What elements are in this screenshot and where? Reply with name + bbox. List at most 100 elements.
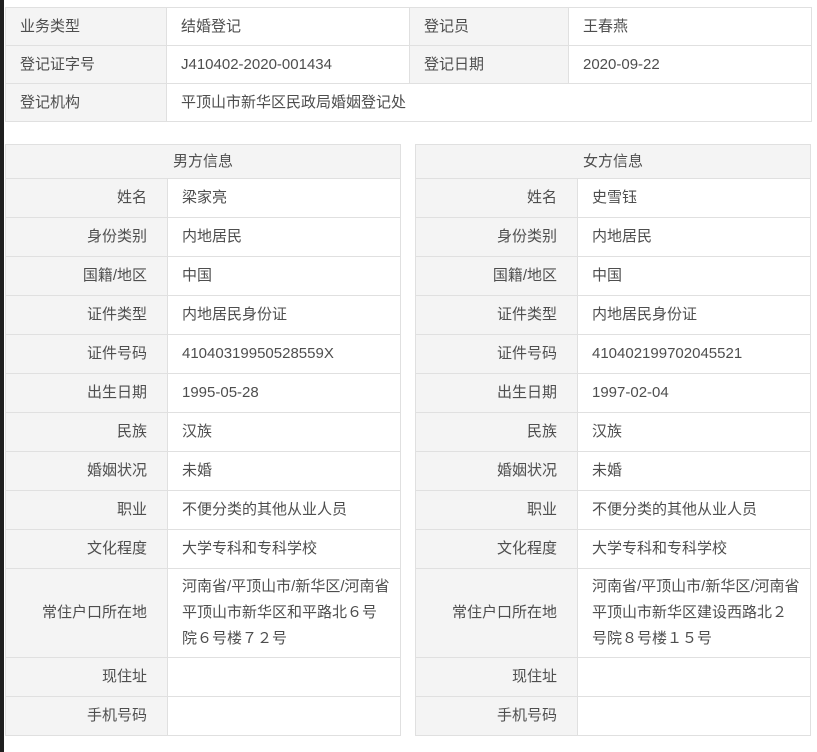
table-row: 民族 汉族: [5, 412, 401, 452]
field-value: 河南省/平顶山市/新华区/河南省平顶山市新华区和平路北６号院６号楼７２号: [167, 568, 401, 658]
field-label: 身份类别: [5, 217, 168, 257]
registration-date-label: 登记日期: [409, 45, 569, 84]
field-label: 民族: [5, 412, 168, 452]
person-tables: 男方信息 姓名 梁家亮 身份类别 内地居民 国籍/地区 中国 证件类型 内地居民身份证 证件号码…: [5, 144, 811, 736]
field-label: 证件号码: [415, 334, 578, 374]
field-label: 姓名: [5, 178, 168, 218]
field-value: 不便分类的其他从业人员: [577, 490, 811, 530]
registrar-label: 登记员: [409, 7, 569, 46]
field-value: [577, 696, 811, 736]
field-value: 内地居民身份证: [577, 295, 811, 335]
field-value: 内地居民身份证: [167, 295, 401, 335]
table-row: 登记机构 平顶山市新华区民政局婚姻登记处: [5, 83, 812, 122]
table-row: 现住址: [5, 657, 401, 697]
table-row: 登记证字号 J410402-2020-001434 登记日期 2020-09-2…: [5, 45, 812, 84]
registration-office-label: 登记机构: [5, 83, 167, 122]
table-row: 民族 汉族: [415, 412, 811, 452]
field-value: 不便分类的其他从业人员: [167, 490, 401, 530]
table-row: 证件号码 410402199702045521: [415, 334, 811, 374]
female-info-table: 女方信息 姓名 史雪钰 身份类别 内地居民 国籍/地区 中国 证件类型 内地居民身份证 证件号码…: [415, 144, 811, 736]
table-row: 手机号码: [5, 696, 401, 736]
field-value: [577, 657, 811, 697]
table-row: 国籍/地区 中国: [5, 256, 401, 296]
table-row: 文化程度 大学专科和专科学校: [5, 529, 401, 569]
field-value: 河南省/平顶山市/新华区/河南省平顶山市新华区建设西路北２号院８号楼１５号: [577, 568, 811, 658]
field-label: 证件号码: [5, 334, 168, 374]
table-row: 国籍/地区 中国: [415, 256, 811, 296]
field-label: 身份类别: [415, 217, 578, 257]
table-row: 身份类别 内地居民: [415, 217, 811, 257]
certificate-number-label: 登记证字号: [5, 45, 167, 84]
table-header-row: 男方信息: [5, 144, 401, 179]
field-value: [167, 657, 401, 697]
business-type-label: 业务类型: [5, 7, 167, 46]
page-content: 业务类型 结婚登记 登记员 王春燕 登记证字号 J410402-2020-001…: [5, 7, 812, 736]
table-row: 证件类型 内地居民身份证: [415, 295, 811, 335]
field-label: 婚姻状况: [5, 451, 168, 491]
field-label: 出生日期: [415, 373, 578, 413]
field-value: 内地居民: [577, 217, 811, 257]
field-value: 410402199702045521: [577, 334, 811, 374]
table-header-row: 女方信息: [415, 144, 811, 179]
field-label: 证件类型: [5, 295, 168, 335]
field-label: 国籍/地区: [5, 256, 168, 296]
table-row: 职业 不便分类的其他从业人员: [5, 490, 401, 530]
field-value: 史雪钰: [577, 178, 811, 218]
table-row: 姓名 史雪钰: [415, 178, 811, 218]
field-label: 文化程度: [415, 529, 578, 569]
field-label: 姓名: [415, 178, 578, 218]
table-row: 婚姻状况 未婚: [5, 451, 401, 491]
field-label: 出生日期: [5, 373, 168, 413]
field-value: [167, 696, 401, 736]
table-row: 常住户口所在地 河南省/平顶山市/新华区/河南省平顶山市新华区和平路北６号院６号楼…: [5, 568, 401, 658]
field-label: 证件类型: [415, 295, 578, 335]
table-row: 身份类别 内地居民: [5, 217, 401, 257]
table-row: 出生日期 1995-05-28: [5, 373, 401, 413]
table-row: 证件类型 内地居民身份证: [5, 295, 401, 335]
table-row: 业务类型 结婚登记 登记员 王春燕: [5, 7, 812, 46]
field-value: 1995-05-28: [167, 373, 401, 413]
registration-summary-table: 业务类型 结婚登记 登记员 王春燕 登记证字号 J410402-2020-001…: [5, 7, 812, 122]
field-label: 常住户口所在地: [415, 568, 578, 658]
field-label: 现住址: [5, 657, 168, 697]
table-row: 手机号码: [415, 696, 811, 736]
field-label: 国籍/地区: [415, 256, 578, 296]
field-label: 手机号码: [5, 696, 168, 736]
table-row: 出生日期 1997-02-04: [415, 373, 811, 413]
female-table-title: 女方信息: [415, 144, 811, 179]
field-value: 中国: [167, 256, 401, 296]
registration-date-value: 2020-09-22: [568, 45, 812, 84]
male-info-table: 男方信息 姓名 梁家亮 身份类别 内地居民 国籍/地区 中国 证件类型 内地居民身份证 证件号码…: [5, 144, 401, 736]
table-row: 婚姻状况 未婚: [415, 451, 811, 491]
left-edge-strip: [0, 0, 4, 752]
field-value: 内地居民: [167, 217, 401, 257]
field-value: 大学专科和专科学校: [167, 529, 401, 569]
table-row: 现住址: [415, 657, 811, 697]
field-value: 梁家亮: [167, 178, 401, 218]
table-row: 证件号码 41040319950528559X: [5, 334, 401, 374]
field-label: 职业: [415, 490, 578, 530]
field-label: 文化程度: [5, 529, 168, 569]
field-label: 民族: [415, 412, 578, 452]
certificate-number-value: J410402-2020-001434: [166, 45, 410, 84]
table-row: 文化程度 大学专科和专科学校: [415, 529, 811, 569]
field-label: 手机号码: [415, 696, 578, 736]
registration-office-value: 平顶山市新华区民政局婚姻登记处: [166, 83, 812, 122]
field-value: 41040319950528559X: [167, 334, 401, 374]
field-value: 1997-02-04: [577, 373, 811, 413]
field-label: 现住址: [415, 657, 578, 697]
field-label: 常住户口所在地: [5, 568, 168, 658]
field-value: 中国: [577, 256, 811, 296]
field-value: 大学专科和专科学校: [577, 529, 811, 569]
male-table-title: 男方信息: [5, 144, 401, 179]
field-value: 未婚: [577, 451, 811, 491]
field-label: 职业: [5, 490, 168, 530]
field-value: 汉族: [577, 412, 811, 452]
table-row: 姓名 梁家亮: [5, 178, 401, 218]
registrar-value: 王春燕: [568, 7, 812, 46]
field-value: 汉族: [167, 412, 401, 452]
field-label: 婚姻状况: [415, 451, 578, 491]
business-type-value: 结婚登记: [166, 7, 410, 46]
field-value: 未婚: [167, 451, 401, 491]
